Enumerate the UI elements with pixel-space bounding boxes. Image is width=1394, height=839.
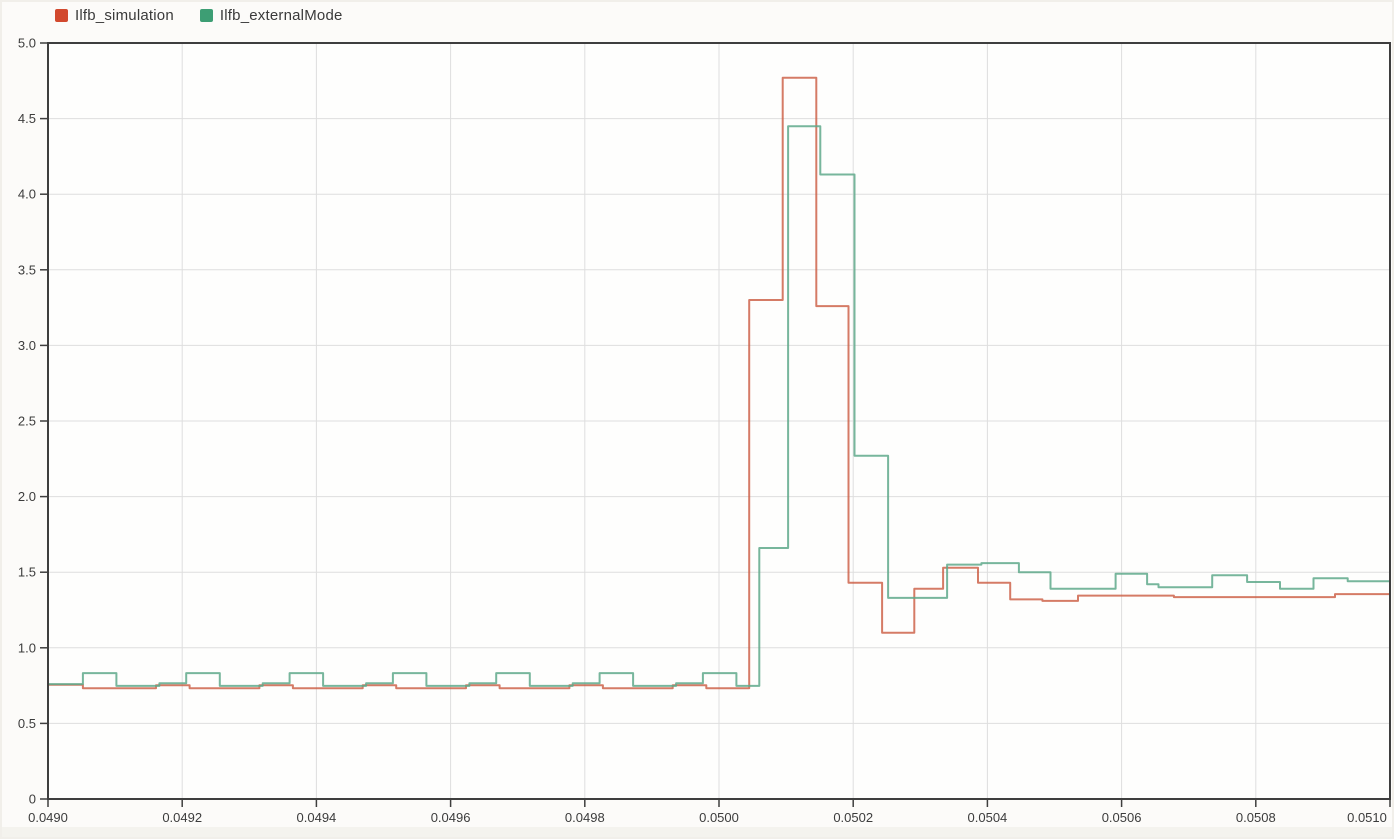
x-tick-label: 0.0492 [162,810,202,825]
y-tick-label: 5.0 [18,36,36,51]
x-tick-label: 0.0490 [28,810,68,825]
y-tick-label: 3.5 [18,262,36,277]
x-tick-label: 0.0506 [1102,810,1142,825]
y-tick-label: 1.5 [18,565,36,580]
x-tick-label: 0.0510 [1347,810,1387,825]
y-tick-label: 2.0 [18,489,36,504]
x-tick-label: 0.0508 [1236,810,1276,825]
plot-border [47,42,1391,800]
y-tick-label: 0.5 [18,716,36,731]
series-line-ilfb_externalmode [48,125,1390,687]
x-tick-label: 0.0500 [699,810,739,825]
x-tick-label: 0.0494 [297,810,337,825]
x-tick-label: 0.0498 [565,810,605,825]
y-tick-label: 2.5 [18,414,36,429]
y-tick-label: 4.0 [18,187,36,202]
y-tick-label: 3.0 [18,338,36,353]
x-tick-label: 0.0502 [833,810,873,825]
y-tick-label: 1.0 [18,640,36,655]
bottom-strip [0,827,1394,839]
series-line-ilfb_simulation [48,76,1390,690]
legend-item-ilfb-externalmode[interactable]: Ilfb_externalMode [199,7,343,24]
y-tick-label: 0 [29,792,36,807]
legend-label-simulation: Ilfb_simulation [75,7,174,24]
legend-swatch-externalmode-icon [199,9,213,22]
x-tick-label: 0.0504 [968,810,1008,825]
legend: Ilfb_simulation Ilfb_externalMode [55,7,343,24]
legend-item-ilfb-simulation[interactable]: Ilfb_simulation [55,7,174,24]
legend-swatch-simulation-icon [55,9,68,22]
y-tick-label: 4.5 [18,111,36,126]
legend-label-externalmode: Ilfb_externalMode [219,7,343,24]
x-tick-label: 0.0496 [431,810,471,825]
